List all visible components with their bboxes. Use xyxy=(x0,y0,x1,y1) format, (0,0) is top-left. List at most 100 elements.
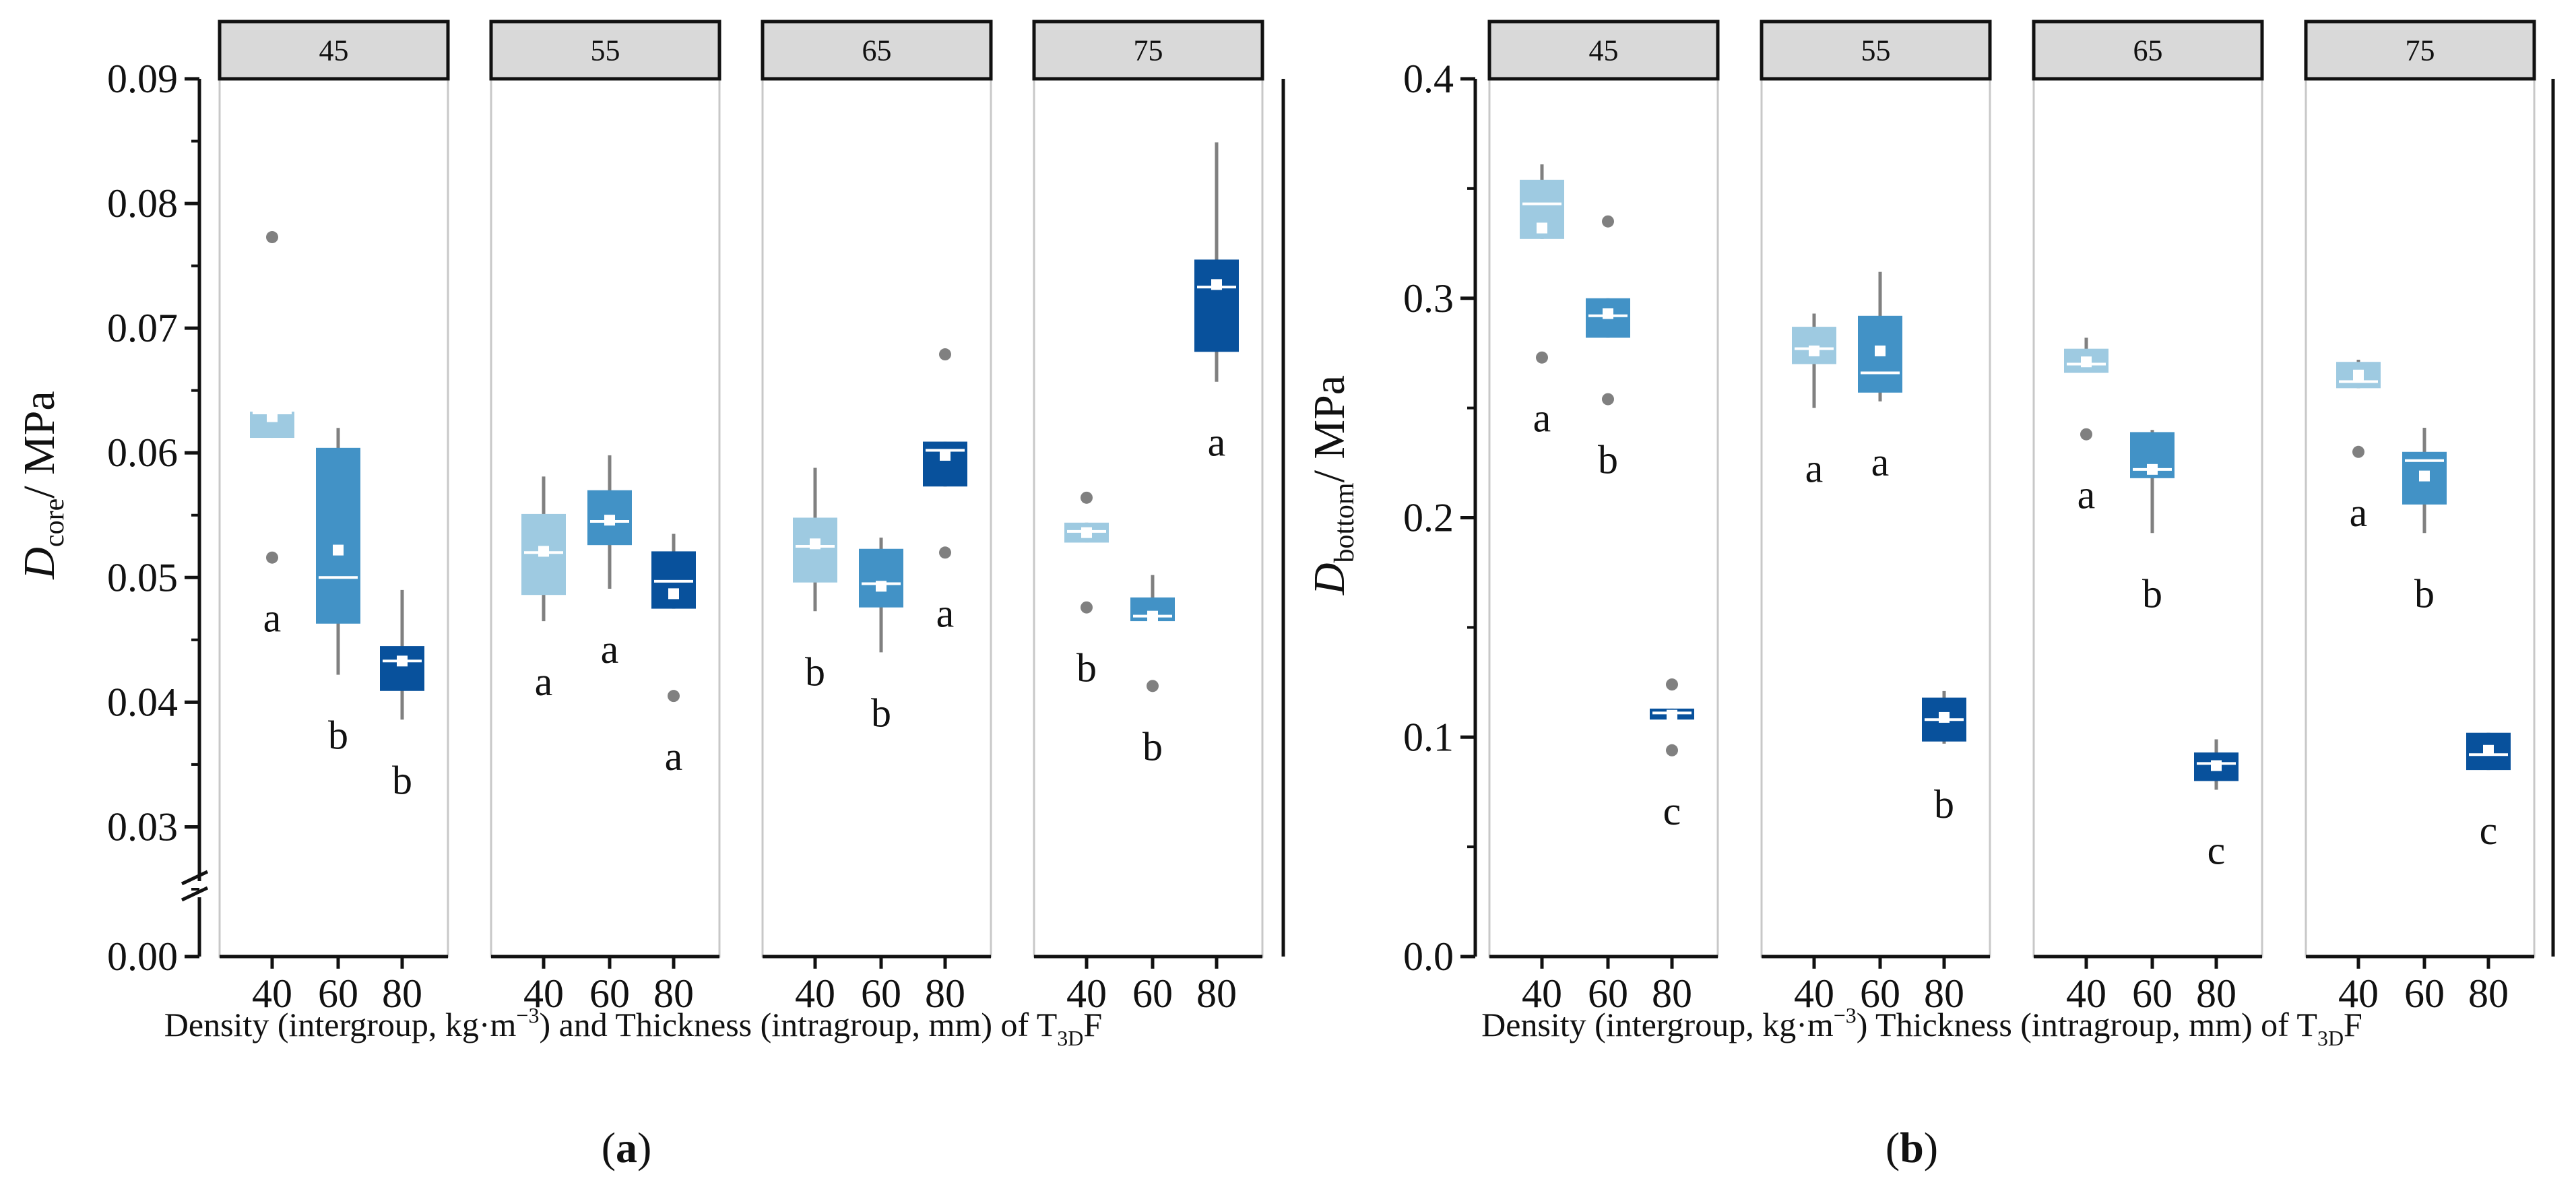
x-tick-label: 60 xyxy=(1132,971,1173,1016)
facet-header xyxy=(1032,20,1264,81)
x-tick-label: 60 xyxy=(861,971,901,1016)
facet-header xyxy=(489,20,721,81)
x-tick-label: 40 xyxy=(1066,971,1107,1016)
box-body xyxy=(380,646,424,691)
y-tick-label: 0.00 xyxy=(107,934,178,979)
x-tick-label: 40 xyxy=(1794,971,1834,1016)
box-a-55-80: 80 a xyxy=(651,534,696,1016)
mean-marker xyxy=(2147,463,2158,475)
box-body xyxy=(793,517,837,583)
box-b-55-60: 60 a xyxy=(1858,271,1902,1016)
box-a-75-80: 80 a xyxy=(1194,142,1239,1016)
box-b-45-60: 60 b xyxy=(1586,215,1630,1016)
panel-label-a: (a) xyxy=(602,1124,652,1171)
x-tick-label: 60 xyxy=(318,971,358,1016)
significance-label: b xyxy=(392,758,412,802)
y-tick-label: 0.1 xyxy=(1403,715,1454,759)
box-b-65-80: 80 c xyxy=(2194,739,2239,1016)
box-body xyxy=(1194,259,1239,352)
box-a-75-60: 60 b xyxy=(1130,575,1175,1016)
significance-label: b xyxy=(2142,571,2162,616)
x-tick-label: 80 xyxy=(1652,971,1692,1016)
mean-marker xyxy=(2419,470,2430,482)
y-tick-label: 0.07 xyxy=(107,306,178,350)
x-tick-label: 60 xyxy=(2404,971,2445,1016)
facet-header-label: 75 xyxy=(1134,34,1163,67)
mean-marker xyxy=(668,588,679,600)
box-body xyxy=(923,441,967,487)
mean-marker xyxy=(538,546,549,557)
x-tick-label: 40 xyxy=(795,971,835,1016)
significance-label: a xyxy=(535,659,553,704)
facet-header xyxy=(1760,20,1992,81)
mean-marker xyxy=(2353,369,2364,381)
x-tick-label: 80 xyxy=(1924,971,1964,1016)
significance-label: b xyxy=(2414,571,2435,616)
mean-marker xyxy=(1939,711,1950,723)
outlier-point xyxy=(2080,428,2092,441)
facet-header xyxy=(2032,20,2264,81)
mean-marker xyxy=(1147,610,1158,622)
facet-header-label: 55 xyxy=(1861,34,1891,67)
box-b-55-40: 40 a xyxy=(1792,313,1836,1016)
box-body xyxy=(316,447,360,624)
x-tick-label: 80 xyxy=(653,971,694,1016)
box-b-75-40: 40 a xyxy=(2336,359,2381,1016)
significance-label: a xyxy=(665,734,683,779)
facet-frame xyxy=(2032,77,2263,958)
significance-label: b xyxy=(328,713,348,758)
y-tick-label: 0.2 xyxy=(1403,496,1454,540)
mean-marker xyxy=(1809,345,1820,356)
outlier-point xyxy=(266,551,278,564)
y-tick-label: 0.05 xyxy=(107,555,178,600)
box-b-65-60: 60 b xyxy=(2130,430,2175,1016)
box-a-45-80: 80 b xyxy=(380,589,424,1016)
mean-marker xyxy=(1603,308,1613,319)
facet-header-label: 65 xyxy=(862,34,892,67)
y-axis-title: Dcore/ MPa xyxy=(15,391,70,579)
box-body xyxy=(859,548,903,608)
x-tick-label: 80 xyxy=(1196,971,1237,1016)
x-tick-label: 40 xyxy=(1522,971,1562,1016)
outlier-point xyxy=(2352,445,2364,458)
box-b-75-60: 60 b xyxy=(2402,427,2447,1016)
box-b-75-80: 80 c xyxy=(2466,732,2511,1016)
mean-marker xyxy=(1875,345,1886,356)
x-axis-title: Density (intergroup, kg·m−3) Thickness (… xyxy=(1481,1003,2362,1050)
significance-label: a xyxy=(1871,440,1890,484)
mean-marker xyxy=(397,655,408,667)
facet-header-label: 55 xyxy=(591,34,620,67)
outlier-point xyxy=(1081,491,1093,504)
facet-header-label: 65 xyxy=(2133,34,2163,67)
mean-marker xyxy=(940,449,951,461)
y-tick-label: 0.03 xyxy=(107,804,178,849)
y-tick-label: 0.04 xyxy=(107,680,178,724)
significance-label: b xyxy=(1598,438,1618,482)
mean-marker xyxy=(876,581,887,592)
outlier-point xyxy=(668,690,680,703)
significance-label: a xyxy=(1208,420,1226,465)
x-tick-label: 60 xyxy=(2132,971,2172,1016)
axis-break-mark xyxy=(181,886,209,902)
outlier-point xyxy=(1602,215,1614,228)
significance-label: b xyxy=(871,690,891,735)
significance-label: b xyxy=(805,649,825,694)
x-tick-label: 60 xyxy=(1860,971,1900,1016)
y-tick-label: 0.08 xyxy=(107,181,178,226)
outlier-point xyxy=(1666,744,1678,756)
mean-marker xyxy=(2081,356,2092,368)
significance-label: b xyxy=(1934,782,1954,827)
axis-break-mark xyxy=(181,870,209,886)
outlier-point xyxy=(1602,393,1614,406)
box-a-55-60: 60 a xyxy=(587,455,632,1016)
y-tick-label: 0.4 xyxy=(1403,57,1454,101)
significance-label: b xyxy=(1142,724,1163,769)
mean-marker xyxy=(810,538,820,550)
box-a-55-40: 40 a xyxy=(521,476,566,1016)
facet-header-label: 45 xyxy=(319,34,349,67)
mean-marker xyxy=(333,544,344,556)
box-a-45-40: 40 a xyxy=(250,231,294,1016)
significance-label: c xyxy=(2208,828,2226,872)
facet-frame xyxy=(1760,77,1991,958)
